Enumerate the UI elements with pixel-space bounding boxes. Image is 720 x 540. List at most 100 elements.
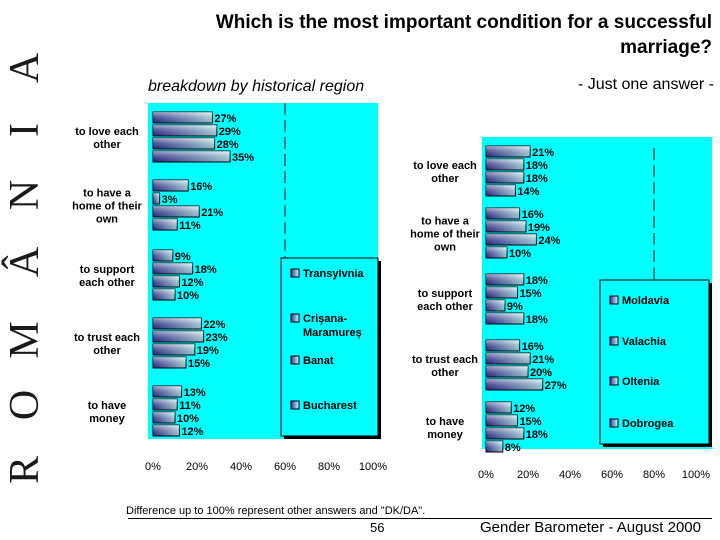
bar-shade [486, 185, 516, 196]
tick-label: 100% [682, 469, 710, 481]
data-label: 27% [545, 380, 567, 392]
data-label: 16% [522, 341, 544, 353]
side-word-letter: N [2, 180, 48, 210]
category-label: other [93, 139, 121, 151]
data-label: 9% [507, 301, 523, 313]
data-label: 22% [203, 319, 225, 331]
data-label: 23% [206, 332, 228, 344]
tick-label: 0% [478, 469, 494, 481]
legend-label: Bucharest [303, 400, 357, 412]
bar-shade [486, 287, 518, 298]
legend-label: Transylvnia [303, 268, 364, 280]
bar-shade [486, 441, 503, 452]
bar-shade [153, 276, 180, 287]
data-label: 16% [190, 181, 212, 193]
data-label: 13% [184, 387, 206, 399]
data-label: 11% [179, 400, 201, 412]
legend-label: Dobrogea [622, 418, 674, 430]
bar-shade [486, 415, 518, 426]
data-label: 18% [526, 160, 548, 172]
category-label: other [93, 345, 121, 357]
category-label: money [427, 429, 463, 441]
legend-label: Maramureş [303, 327, 362, 339]
bar-shade [486, 300, 505, 311]
category-label: each other [417, 301, 473, 313]
data-label: 14% [517, 186, 539, 198]
category-label: each other [79, 277, 135, 289]
legend-swatch [290, 268, 300, 278]
tick-label: 20% [186, 461, 208, 473]
bar-shade [486, 146, 531, 157]
category-label: own [96, 214, 118, 226]
data-label: 18% [526, 173, 548, 185]
bar-shade [486, 274, 524, 285]
data-label: 8% [505, 442, 521, 454]
data-label: 19% [197, 345, 219, 357]
bar-shade [153, 425, 180, 436]
legend-label: Valachia [622, 336, 667, 348]
bar-shade [486, 159, 524, 170]
category-label: to love each [75, 126, 139, 138]
legend-swatch [609, 336, 619, 346]
bar-shade [486, 402, 512, 413]
bar-shade [153, 206, 200, 217]
bar-shade [153, 386, 182, 397]
side-word-letter: R [2, 456, 48, 484]
category-label: to love each [413, 160, 477, 172]
page-title: Which is the most important condition fo… [215, 12, 712, 58]
data-label: 21% [532, 147, 554, 159]
bar-shade [486, 353, 531, 364]
legend-box [599, 279, 710, 445]
category-label: home of their [410, 229, 480, 241]
bar-shade [153, 357, 186, 368]
bar-shade [153, 289, 175, 300]
bar-shade [153, 193, 160, 204]
data-label: 18% [526, 275, 548, 287]
data-label: 21% [532, 354, 554, 366]
tick-label: 80% [643, 469, 665, 481]
category-label: other [431, 367, 459, 379]
bar-shade [153, 125, 217, 136]
category-label: other [431, 173, 459, 185]
data-label: 20% [530, 367, 552, 379]
side-word-letter: I [2, 123, 48, 137]
category-label: to support [418, 288, 473, 300]
legend-label: Banat [303, 355, 334, 367]
data-label: 10% [177, 290, 199, 302]
bar-shade [153, 219, 178, 230]
legend-swatch [290, 400, 300, 410]
legend-label: Oltenia [622, 376, 660, 388]
chart-subtitle: breakdown by historical region [148, 78, 365, 95]
category-label: own [434, 242, 456, 254]
category-label: money [89, 413, 125, 425]
category-label: to have a [83, 188, 132, 200]
data-label: 35% [232, 152, 254, 164]
side-word-letter: Â [1, 246, 48, 277]
footnote: Difference up to 100% represent other an… [126, 505, 426, 517]
tick-label: 0% [145, 461, 161, 473]
data-label: 10% [509, 248, 531, 260]
data-label: 28% [217, 139, 239, 151]
bar-shade [486, 172, 524, 183]
bar-shade [153, 412, 175, 423]
data-label: 24% [538, 235, 560, 247]
data-label: 15% [520, 288, 542, 300]
chart-2: 21%18%18%14%to love eachother16%19%24%10… [410, 137, 712, 481]
legend-swatch [290, 355, 300, 365]
data-label: 29% [219, 126, 241, 138]
bar-shade [486, 247, 507, 258]
data-label: 21% [201, 207, 223, 219]
side-word-letter: A [2, 52, 48, 83]
legend-label: Moldavia [622, 295, 670, 307]
bar-shade [153, 344, 195, 355]
data-label: 12% [181, 426, 203, 438]
data-label: 16% [522, 209, 544, 221]
bar-shade [486, 221, 526, 232]
bar-shade [486, 208, 520, 219]
category-label: to have a [421, 216, 470, 228]
category-label: to trust each [412, 354, 478, 366]
data-label: 15% [188, 358, 210, 370]
side-word-letter: O [2, 390, 48, 420]
data-label: 27% [214, 113, 236, 125]
